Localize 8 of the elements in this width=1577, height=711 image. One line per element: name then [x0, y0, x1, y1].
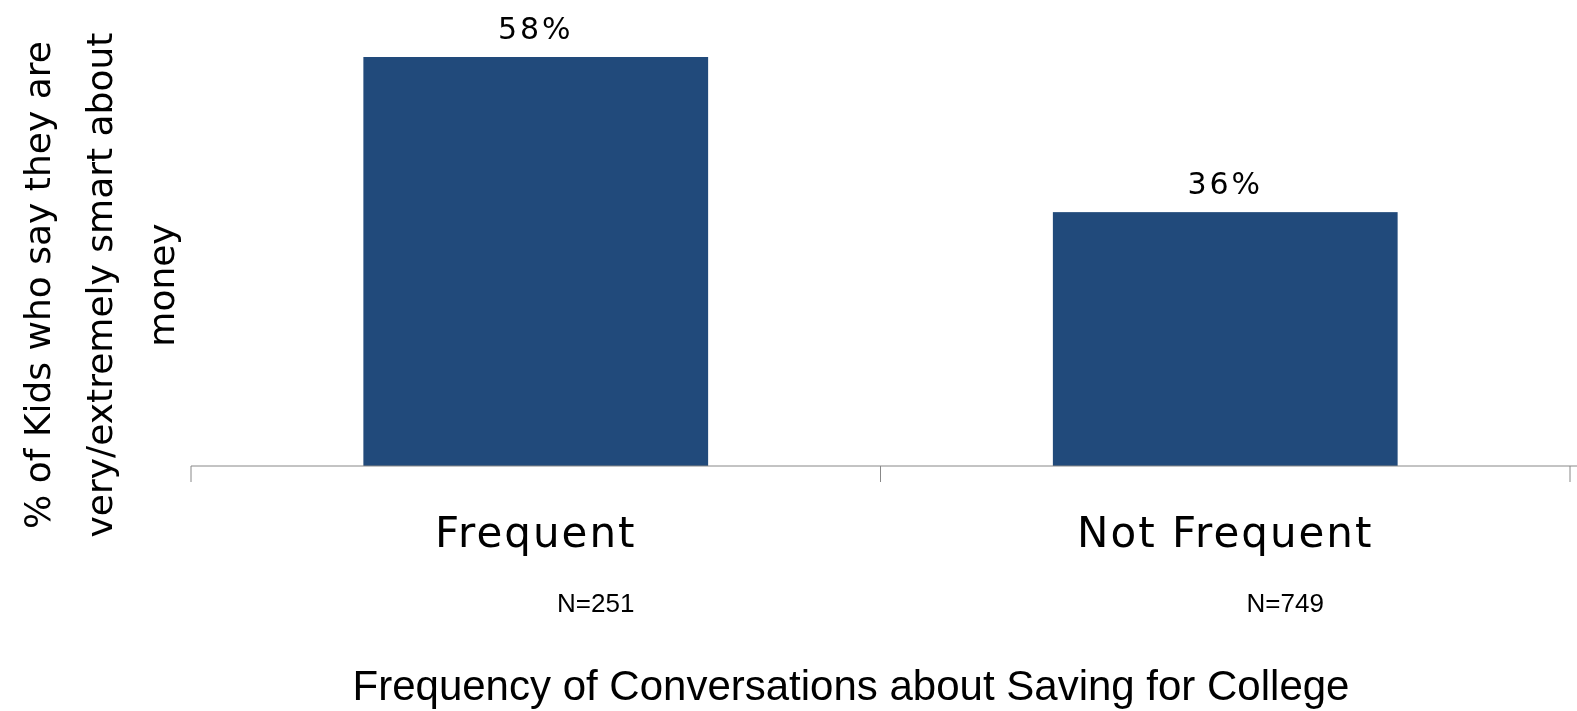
data-label: 36% — [1187, 166, 1264, 202]
text: N=251 — [557, 588, 635, 618]
x-tick-label: Not Frequent — [1077, 508, 1374, 557]
y-axis-title: % of Kids who say they are very/extremely smart about money — [17, 32, 182, 538]
data-label: 58% — [497, 11, 574, 46]
text: N=749 — [1246, 588, 1324, 618]
x-axis-title: Frequency of Conversations about Saving for College — [352, 662, 1350, 709]
x-tick-label: Frequent — [435, 508, 637, 557]
